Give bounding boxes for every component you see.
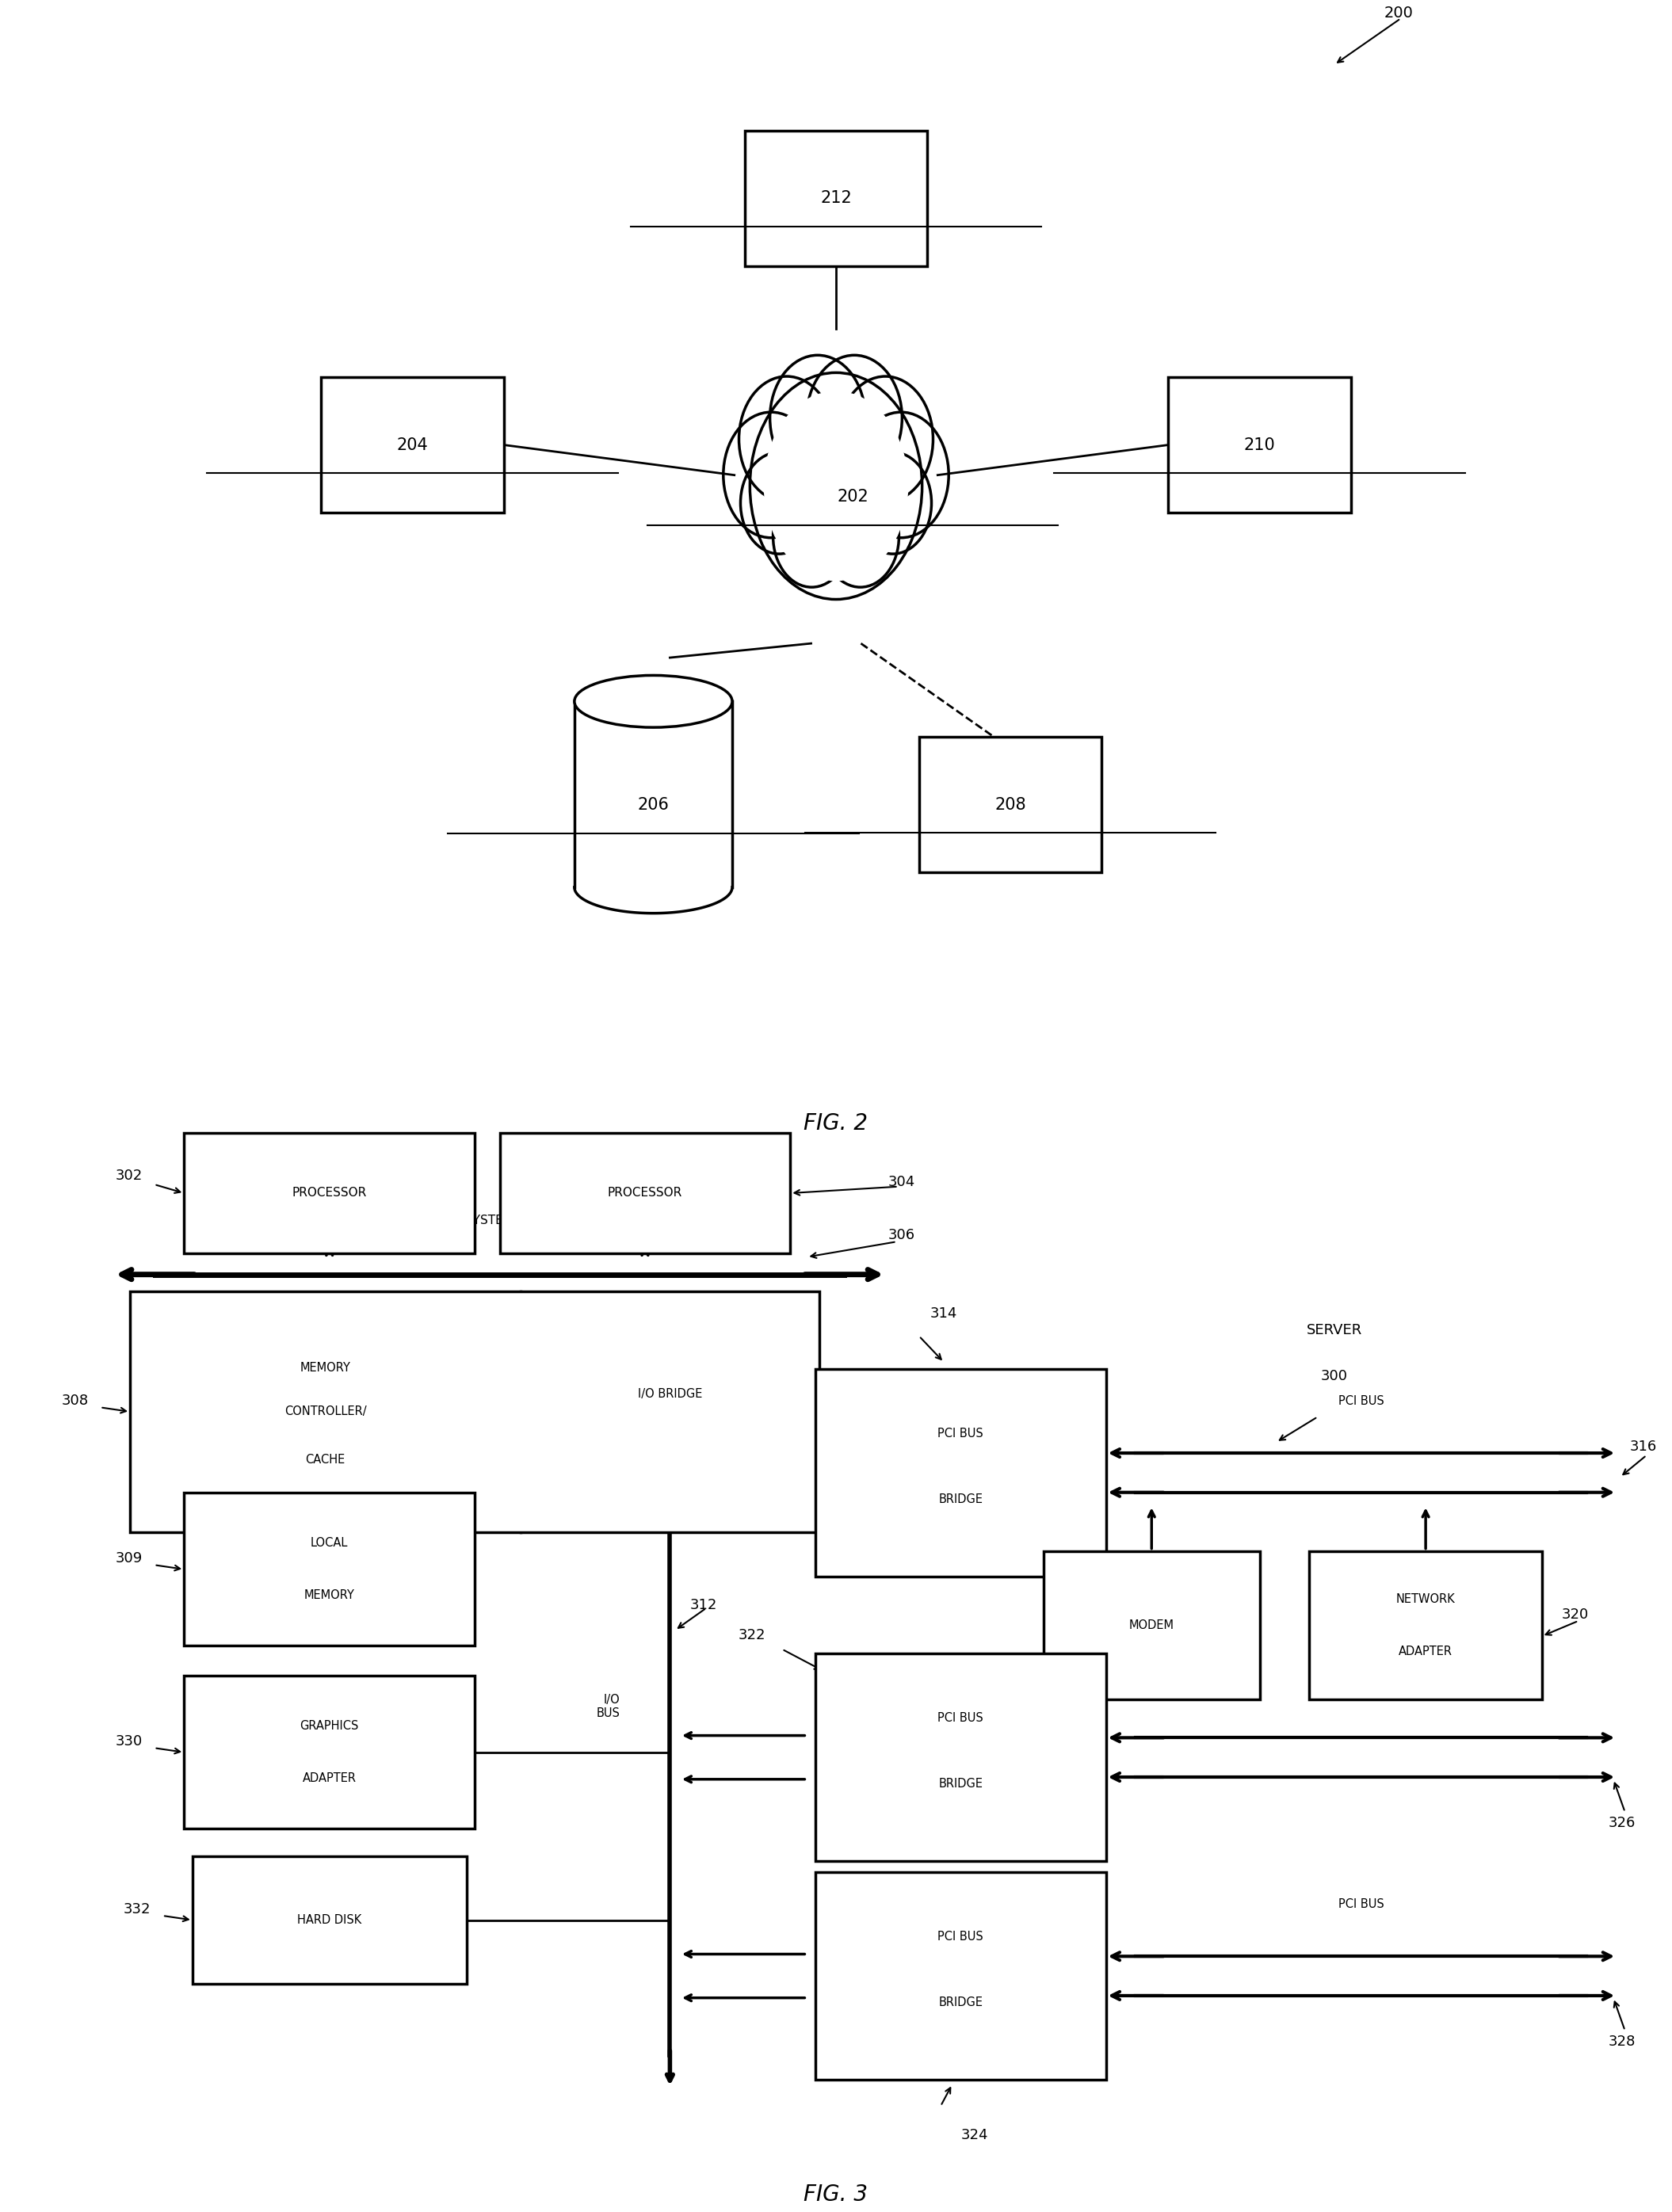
Text: 314: 314 xyxy=(930,1307,958,1321)
Text: MODEM: MODEM xyxy=(1129,1619,1174,1630)
Text: SYSTEM BUS: SYSTEM BUS xyxy=(465,1214,542,1225)
Text: 326: 326 xyxy=(1608,1816,1635,1829)
Circle shape xyxy=(739,376,834,502)
Text: CACHE: CACHE xyxy=(306,1453,344,1467)
Text: 306: 306 xyxy=(888,1228,915,1243)
Text: MEMORY: MEMORY xyxy=(304,1590,354,1601)
Circle shape xyxy=(751,372,921,599)
Text: PCI BUS: PCI BUS xyxy=(1338,1396,1384,1407)
Bar xyxy=(816,1655,1105,1860)
Text: 206: 206 xyxy=(637,796,669,814)
Text: 322: 322 xyxy=(737,1628,766,1644)
Bar xyxy=(184,1133,475,1254)
Bar xyxy=(130,1292,819,1533)
Text: I/O
BUS: I/O BUS xyxy=(597,1694,620,1719)
Bar xyxy=(816,1871,1105,2079)
Circle shape xyxy=(853,411,948,538)
Text: BRIDGE: BRIDGE xyxy=(938,1995,983,2008)
Text: 302: 302 xyxy=(115,1168,142,1183)
Text: 210: 210 xyxy=(1244,438,1276,453)
Text: BRIDGE: BRIDGE xyxy=(938,1778,983,1790)
Bar xyxy=(321,376,503,513)
Text: I/O BRIDGE: I/O BRIDGE xyxy=(637,1389,702,1400)
Bar xyxy=(184,1677,475,1829)
Text: SERVER: SERVER xyxy=(1306,1323,1363,1338)
Text: 308: 308 xyxy=(62,1394,89,1407)
Text: 318: 318 xyxy=(958,1515,985,1528)
Text: 200: 200 xyxy=(1384,7,1413,20)
Bar xyxy=(1309,1551,1542,1699)
Text: PCI BUS: PCI BUS xyxy=(1338,1679,1384,1692)
Circle shape xyxy=(854,451,931,553)
Circle shape xyxy=(769,356,866,480)
Text: 304: 304 xyxy=(888,1175,915,1190)
Circle shape xyxy=(764,392,908,580)
Text: 310: 310 xyxy=(891,1394,920,1407)
Circle shape xyxy=(724,411,819,538)
Text: MEMORY: MEMORY xyxy=(299,1363,351,1374)
Ellipse shape xyxy=(575,675,732,728)
Text: 316: 316 xyxy=(1630,1440,1657,1453)
Text: 212: 212 xyxy=(821,190,851,206)
Bar xyxy=(816,1369,1105,1577)
Text: 330: 330 xyxy=(115,1734,142,1747)
Text: HARD DISK: HARD DISK xyxy=(298,1913,361,1927)
Text: 332: 332 xyxy=(124,1902,150,1916)
Text: BRIDGE: BRIDGE xyxy=(938,1493,983,1504)
Bar xyxy=(500,1133,791,1254)
Text: PCI BUS: PCI BUS xyxy=(938,1427,983,1440)
Circle shape xyxy=(741,451,818,553)
Text: PROCESSOR: PROCESSOR xyxy=(607,1188,682,1199)
Text: PCI BUS: PCI BUS xyxy=(938,1931,983,1942)
Bar xyxy=(1043,1551,1259,1699)
Bar xyxy=(192,1856,466,1984)
Text: ADAPTER: ADAPTER xyxy=(303,1772,356,1785)
Bar xyxy=(744,131,928,265)
Text: GRAPHICS: GRAPHICS xyxy=(299,1721,359,1732)
Text: 312: 312 xyxy=(691,1597,717,1613)
Text: 202: 202 xyxy=(838,489,868,504)
Text: PCI BUS: PCI BUS xyxy=(938,1712,983,1723)
Text: 324: 324 xyxy=(961,2128,988,2141)
Text: FIG. 3: FIG. 3 xyxy=(804,2183,868,2205)
Text: PROCESSOR: PROCESSOR xyxy=(293,1188,366,1199)
Bar xyxy=(920,737,1102,872)
Bar xyxy=(1169,376,1351,513)
Text: NETWORK: NETWORK xyxy=(1396,1593,1455,1606)
Text: LOCAL: LOCAL xyxy=(311,1537,348,1548)
Text: CONTROLLER/: CONTROLLER/ xyxy=(284,1407,366,1418)
Circle shape xyxy=(821,484,900,586)
Text: 300: 300 xyxy=(1321,1369,1348,1382)
Circle shape xyxy=(772,484,851,586)
Text: 208: 208 xyxy=(995,796,1027,812)
Text: 204: 204 xyxy=(396,438,428,453)
Circle shape xyxy=(838,376,933,502)
Circle shape xyxy=(806,356,903,480)
Text: PCI BUS: PCI BUS xyxy=(1338,1898,1384,1911)
Text: 320: 320 xyxy=(1562,1608,1588,1621)
Bar xyxy=(575,701,732,887)
Text: FIG. 2: FIG. 2 xyxy=(804,1113,868,1135)
Bar xyxy=(184,1493,475,1646)
Text: ADAPTER: ADAPTER xyxy=(1399,1646,1453,1657)
Text: 309: 309 xyxy=(115,1551,142,1566)
Text: 328: 328 xyxy=(1608,2035,1635,2048)
